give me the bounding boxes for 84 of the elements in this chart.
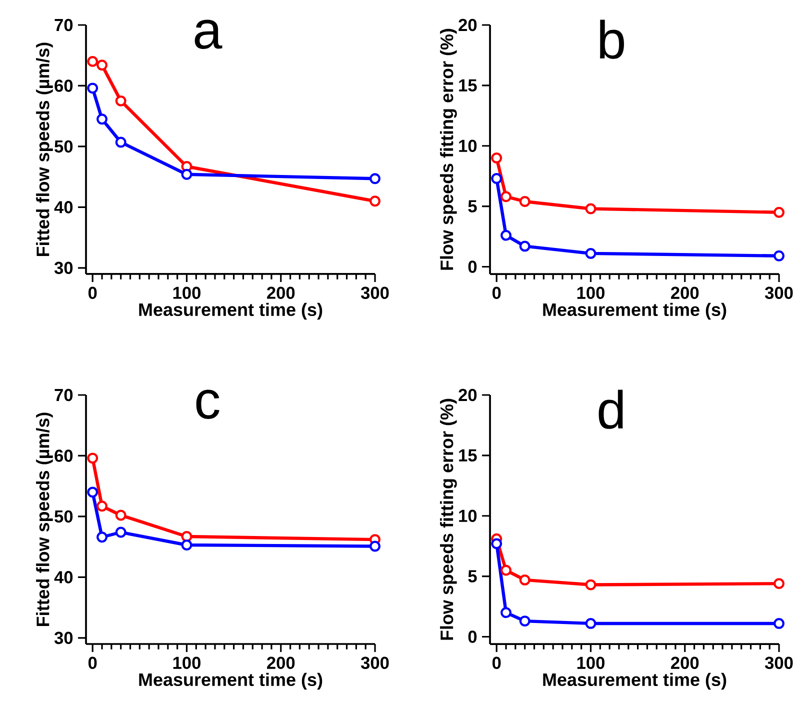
point [519, 574, 530, 586]
point [519, 196, 530, 207]
x-tick-label: 200 [671, 656, 699, 669]
point [87, 56, 98, 67]
x-axis-title: Measurement time (s) [139, 302, 322, 320]
point [115, 526, 126, 538]
x-tick-label: 100 [577, 286, 604, 299]
point [585, 618, 596, 629]
point [87, 486, 98, 498]
x-tick-label: 200 [671, 286, 699, 299]
y-axis-title: Fitted flow speeds (µm/s) [36, 42, 53, 256]
y-tick-label: 0 [468, 630, 477, 643]
x-tick-label: 0 [88, 286, 97, 299]
point [370, 196, 380, 207]
y-tick-label: 15 [459, 449, 477, 462]
y-tick-label: 10 [459, 140, 477, 152]
point [774, 206, 784, 218]
x-tick-label: 300 [360, 286, 389, 299]
point [181, 540, 192, 550]
point [181, 168, 192, 180]
x-axis-title: Measurement time (s) [543, 302, 726, 320]
x-tick-label: 100 [173, 656, 200, 669]
point [500, 564, 512, 576]
y-tick-label: 15 [459, 79, 477, 92]
y-tick-label: 5 [468, 570, 477, 582]
y-tick-label: 20 [458, 18, 477, 32]
annotation: a [194, 20, 222, 49]
y-tick-label: 60 [54, 80, 73, 92]
y-tick-label: 20 [458, 388, 477, 402]
point [519, 240, 530, 252]
point [96, 500, 108, 512]
point [585, 579, 596, 590]
point [774, 250, 784, 262]
point [115, 510, 126, 521]
point [500, 230, 512, 241]
y-tick-label: 50 [54, 510, 73, 523]
point [115, 95, 126, 106]
point [370, 173, 380, 184]
point [96, 532, 108, 543]
y-axis-title: Flow speeds fitting error (%) [440, 398, 457, 640]
y-tick-label: 70 [54, 18, 73, 32]
annotation: d [598, 390, 623, 429]
point [585, 203, 596, 214]
y-axis-title: Flow speeds fitting error (%) [440, 28, 457, 270]
x-axis-title: Measurement time (s) [139, 672, 322, 690]
x-tick-label: 0 [492, 656, 501, 669]
point [585, 248, 596, 259]
x-tick-label: 0 [492, 286, 501, 299]
point [87, 82, 98, 94]
x-axis-title: Measurement time (s) [543, 672, 726, 690]
y-tick-label: 0 [468, 260, 477, 273]
y-tick-label: 30 [54, 632, 73, 644]
point [96, 60, 108, 71]
y-tick-label: 10 [459, 510, 477, 522]
y-tick-label: 30 [54, 262, 73, 274]
point [370, 540, 380, 552]
point [774, 618, 784, 629]
x-tick-label: 0 [88, 656, 97, 669]
x-tick-label: 200 [267, 286, 295, 299]
point [500, 607, 512, 618]
y-tick-label: 60 [54, 450, 73, 462]
point [491, 538, 502, 550]
y-tick-label: 40 [54, 571, 73, 584]
y-tick-label: 70 [54, 388, 73, 402]
y-tick-label: 50 [54, 140, 73, 153]
x-tick-label: 100 [173, 286, 200, 299]
point [491, 152, 502, 164]
point [519, 616, 530, 627]
point [491, 173, 502, 184]
x-tick-label: 100 [577, 656, 604, 669]
x-tick-label: 300 [764, 286, 793, 300]
point [500, 191, 512, 202]
point [115, 136, 126, 148]
x-tick-label: 200 [267, 656, 295, 669]
point [774, 578, 784, 590]
x-tick-label: 300 [764, 656, 793, 670]
y-tick-label: 5 [468, 200, 477, 212]
y-tick-label: 40 [54, 201, 73, 214]
y-axis-title: Fitted flow speeds (µm/s) [36, 412, 53, 626]
x-tick-label: 300 [360, 656, 389, 670]
point [96, 114, 108, 125]
annotation: c [196, 390, 220, 419]
point [87, 452, 98, 464]
annotation: b [600, 20, 624, 59]
